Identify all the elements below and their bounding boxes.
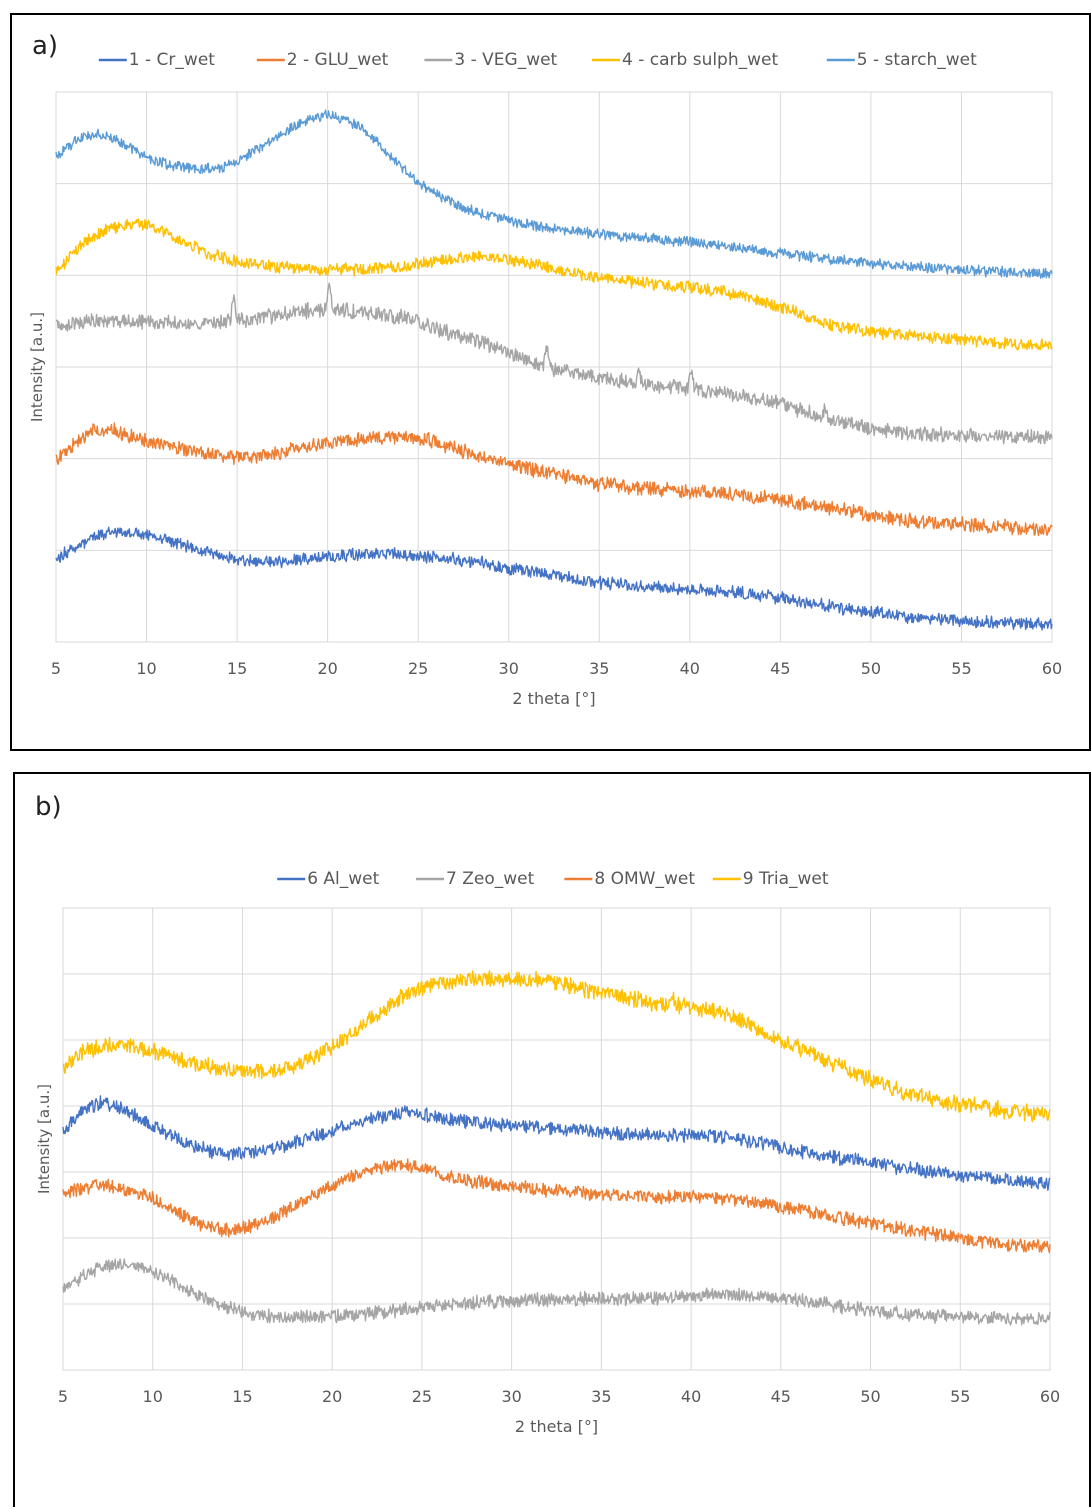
x-tick-label: 45 (771, 1387, 791, 1406)
x-tick-label: 60 (1040, 1387, 1060, 1406)
x-tick-label: 15 (227, 659, 247, 678)
series-line (62, 969, 1051, 1123)
legend-label: 4 - carb sulph_wet (622, 50, 778, 70)
x-tick-label: 30 (501, 1387, 521, 1406)
series-line (55, 526, 1053, 631)
legend-label: 1 - Cr_wet (129, 50, 215, 70)
series-line (62, 1095, 1051, 1191)
x-tick-label: 20 (317, 659, 337, 678)
x-tick-label: 45 (770, 659, 790, 678)
series-line (55, 109, 1053, 279)
legend-label: 7 Zeo_wet (446, 869, 535, 889)
x-tick-label: 15 (232, 1387, 252, 1406)
x-tick-label: 5 (58, 1387, 68, 1406)
xrd-chart: 5 10 15 20 25 30 35 40 45 50 55 60 2 theta [°] Intens… (28, 50, 1062, 708)
x-tick-label: 35 (591, 1387, 611, 1406)
xrd-chart: 5 10 15 20 25 30 35 40 45 50 55 60 2 theta [°] Intens… (35, 869, 1060, 1436)
x-tick-label: 40 (680, 659, 700, 678)
x-axis-label: 2 theta [°] (512, 689, 595, 708)
legend-label: 9 Tria_wet (743, 869, 829, 889)
x-tick-label: 30 (499, 659, 519, 678)
series-line (62, 1258, 1051, 1326)
x-tick-label: 25 (412, 1387, 432, 1406)
panel-label: b) (35, 792, 62, 822)
x-tick-label: 35 (589, 659, 609, 678)
panel-b: b) 5 10 15 20 25 30 35 40 45 50 55 60 2 theta [°] Int… (13, 772, 1091, 1507)
series-line (62, 1158, 1051, 1254)
x-tick-label: 50 (860, 1387, 880, 1406)
y-axis-label: Intensity [a.u.] (28, 312, 46, 422)
x-tick-label: 50 (861, 659, 881, 678)
x-tick-label: 55 (951, 659, 971, 678)
x-tick-label: 60 (1042, 659, 1062, 678)
series-line (55, 422, 1053, 537)
series-line (55, 218, 1053, 351)
legend-label: 2 - GLU_wet (287, 50, 389, 70)
panel-label: a) (32, 31, 59, 61)
x-tick-label: 40 (681, 1387, 701, 1406)
legend-label: 5 - starch_wet (857, 50, 977, 70)
x-tick-label: 25 (408, 659, 428, 678)
legend-label: 3 - VEG_wet (454, 50, 557, 70)
legend-label: 6 Al_wet (307, 869, 379, 889)
x-tick-label: 55 (950, 1387, 970, 1406)
x-axis-label: 2 theta [°] (515, 1417, 598, 1436)
x-tick-label: 10 (143, 1387, 163, 1406)
x-tick-label: 20 (322, 1387, 342, 1406)
y-axis-label: Intensity [a.u.] (35, 1084, 53, 1194)
legend-label: 8 OMW_wet (594, 869, 695, 889)
x-tick-label: 5 (51, 659, 61, 678)
x-tick-label: 10 (136, 659, 156, 678)
series-line (55, 282, 1053, 445)
panel-a: a) 5 10 15 20 25 30 35 40 45 50 55 60 2 theta [°] Int… (10, 13, 1091, 751)
